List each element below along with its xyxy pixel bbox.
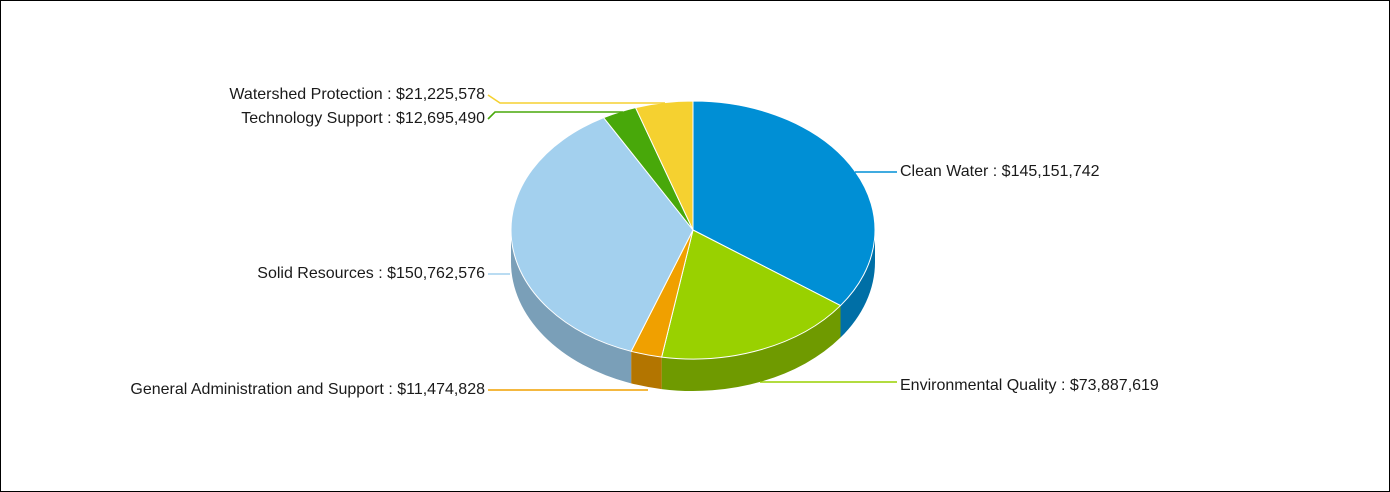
slice-label-technology-support: Technology Support : $12,695,490	[241, 110, 485, 127]
leader-line-watershed-protection	[487, 94, 665, 104]
pie-sides	[511, 230, 876, 391]
leader-lines	[487, 94, 897, 391]
slice-label-clean-water: Clean Water : $145,151,742	[900, 163, 1100, 180]
pie-side-general-administration-and-support	[631, 351, 662, 390]
pie-slice-solid-resources[interactable]	[510, 117, 694, 352]
slice-label-general-administration-and-support: General Administration and Support : $11…	[130, 381, 485, 398]
pie-side-clean-water	[840, 230, 876, 338]
pie-slice-environmental-quality[interactable]	[661, 229, 842, 360]
slice-label-solid-resources: Solid Resources : $150,762,576	[257, 265, 485, 282]
slice-label-watershed-protection: Watershed Protection : $21,225,578	[229, 86, 485, 103]
pie-side-environmental-quality	[661, 305, 841, 391]
slice-labels: Clean Water : $145,151,742 Environmental …	[130, 86, 1159, 398]
pie-tops	[510, 100, 876, 360]
slice-label-environmental-quality: Environmental Quality : $73,887,619	[900, 377, 1159, 394]
leader-line-technology-support	[487, 111, 623, 120]
pie-side-solid-resources	[511, 230, 632, 384]
